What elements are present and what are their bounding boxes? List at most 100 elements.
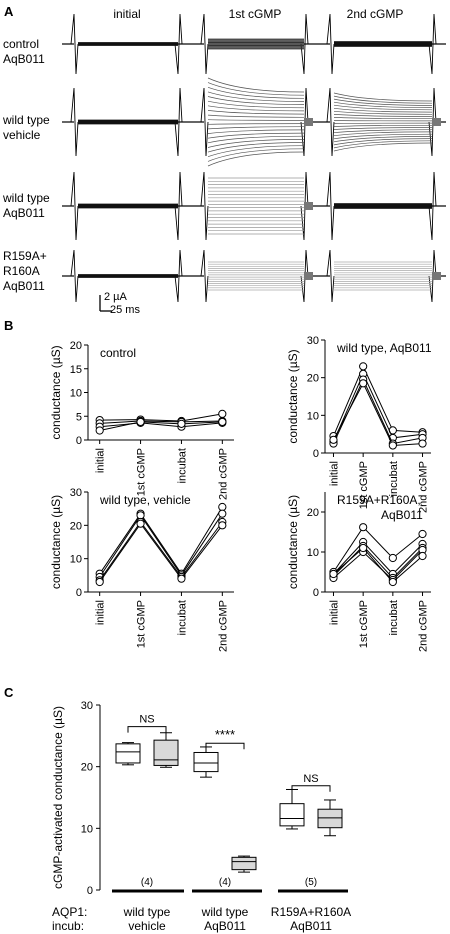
row-labels-a: control AqB011 wild type vehicle wild ty…	[2, 37, 50, 293]
box-body	[317, 808, 343, 829]
y-tick-label: 0	[76, 435, 82, 447]
conductance-chart-3: 0 10 20 30 initial 1st cGMP incubat 2nd cGMP con…	[49, 487, 234, 652]
y-tick-label: 10	[307, 410, 319, 422]
data-point	[388, 553, 397, 563]
box-body	[279, 803, 305, 827]
y-tick-label: 20	[70, 340, 82, 352]
panel-c-chart: 0 10 20 30 cGMP-activated conductance (µS) NS…	[51, 700, 351, 933]
data-point	[418, 439, 427, 448]
box-5	[279, 788, 305, 830]
data-point	[218, 417, 227, 427]
trace-set	[62, 171, 192, 241]
x-tick-label: 2nd cGMP	[217, 600, 229, 652]
tail-current	[432, 272, 441, 280]
current-trace	[333, 117, 433, 120]
data-point	[388, 577, 397, 587]
row-label-control-1: control	[3, 37, 39, 51]
scale-current-label: 2 µA	[104, 291, 128, 303]
trace-set	[62, 87, 192, 157]
x-tick-label: incubat	[176, 448, 188, 483]
bracket-line	[291, 785, 331, 792]
box-2	[153, 732, 179, 768]
series-line	[99, 413, 223, 422]
current-trace	[333, 124, 433, 127]
data-point	[359, 379, 368, 388]
y-axis-label: conductance (µS)	[49, 495, 63, 589]
current-traces	[62, 13, 446, 303]
capacitive-transient	[326, 171, 335, 241]
panel-b-charts: 0 5 10 15 20 initial 1st cGMP incubat 2nd cGMP co…	[49, 335, 432, 652]
x-tick-label: 2nd cGMP	[418, 461, 430, 513]
box-body	[153, 739, 179, 766]
series-line	[99, 513, 223, 578]
chart-title: wild type, vehicle	[99, 493, 191, 507]
series-line	[99, 420, 223, 424]
current-trace	[207, 126, 305, 130]
y-tick-label: 20	[307, 373, 319, 385]
current-trace	[333, 142, 433, 152]
trace-set	[318, 171, 446, 241]
conductance-chart-4: 0 10 20 initial 1st cGMP incubat 2nd cGMP condu…	[286, 492, 431, 652]
current-trace	[207, 100, 305, 109]
y-tick-label: 5	[76, 411, 82, 423]
significance-label: ****	[215, 727, 235, 742]
panel-label-a: A	[4, 4, 14, 19]
x-tick-label: 1st cGMP	[136, 600, 148, 648]
y-tick-label: 30	[81, 700, 93, 712]
panel-label-c: C	[4, 685, 14, 700]
col-title-1st-cgmp: 1st cGMP	[229, 7, 282, 21]
current-trace	[333, 104, 433, 111]
current-trace	[207, 148, 305, 162]
capacitive-transient	[200, 87, 209, 157]
capacitive-transient	[174, 13, 183, 75]
data-point	[136, 511, 145, 520]
significance-label: NS	[303, 773, 318, 785]
y-tick-label: 0	[76, 587, 82, 599]
box-body	[193, 751, 219, 773]
group-n-label: (4)	[219, 877, 231, 888]
current-trace	[333, 98, 433, 106]
trace-set	[318, 249, 446, 303]
row-label-mut-3: AqB011	[3, 279, 45, 293]
y-axis-label: conductance (µS)	[49, 345, 63, 439]
x-tick-label: initial	[95, 600, 107, 625]
series-line	[99, 522, 223, 583]
current-trace	[333, 127, 433, 130]
current-trace	[333, 101, 433, 108]
y-tick-label: 20	[81, 762, 93, 774]
y-tick-label: 0	[87, 885, 93, 897]
capacitive-transient	[70, 249, 79, 303]
trace-set	[192, 77, 318, 167]
trace-set	[62, 13, 192, 75]
current-trace	[207, 114, 305, 118]
data-point	[136, 519, 145, 528]
series-line	[99, 422, 223, 428]
x-tick-label: 2nd cGMP	[217, 448, 229, 500]
current-trace	[207, 82, 305, 96]
x-tick-label: 1st cGMP	[358, 461, 370, 509]
data-point	[329, 569, 338, 579]
col-title-initial: initial	[113, 7, 140, 21]
trace-set	[318, 87, 446, 157]
current-trace	[207, 132, 305, 139]
series-line	[99, 521, 223, 581]
capacitive-transient	[326, 249, 335, 303]
current-trace	[207, 123, 305, 125]
y-tick-label: 10	[70, 554, 82, 566]
x-tick-label: 1st cGMP	[358, 600, 370, 648]
current-trace	[333, 138, 433, 146]
group-label-line2: AqB011	[290, 919, 332, 933]
capacitive-transient	[174, 249, 183, 303]
capacitive-transient	[326, 87, 335, 157]
current-trace	[207, 91, 305, 102]
col-title-2nd-cgmp: 2nd cGMP	[347, 7, 404, 21]
current-trace	[207, 139, 305, 148]
box-body	[115, 743, 141, 764]
y-axis-label: cGMP-activated conductance (µS)	[51, 706, 65, 889]
group-label-line2: vehicle	[128, 919, 166, 933]
data-point	[359, 543, 368, 553]
data-point	[218, 521, 227, 530]
data-point	[218, 502, 227, 512]
y-tick-label: 30	[307, 335, 319, 347]
series-line	[333, 549, 423, 581]
